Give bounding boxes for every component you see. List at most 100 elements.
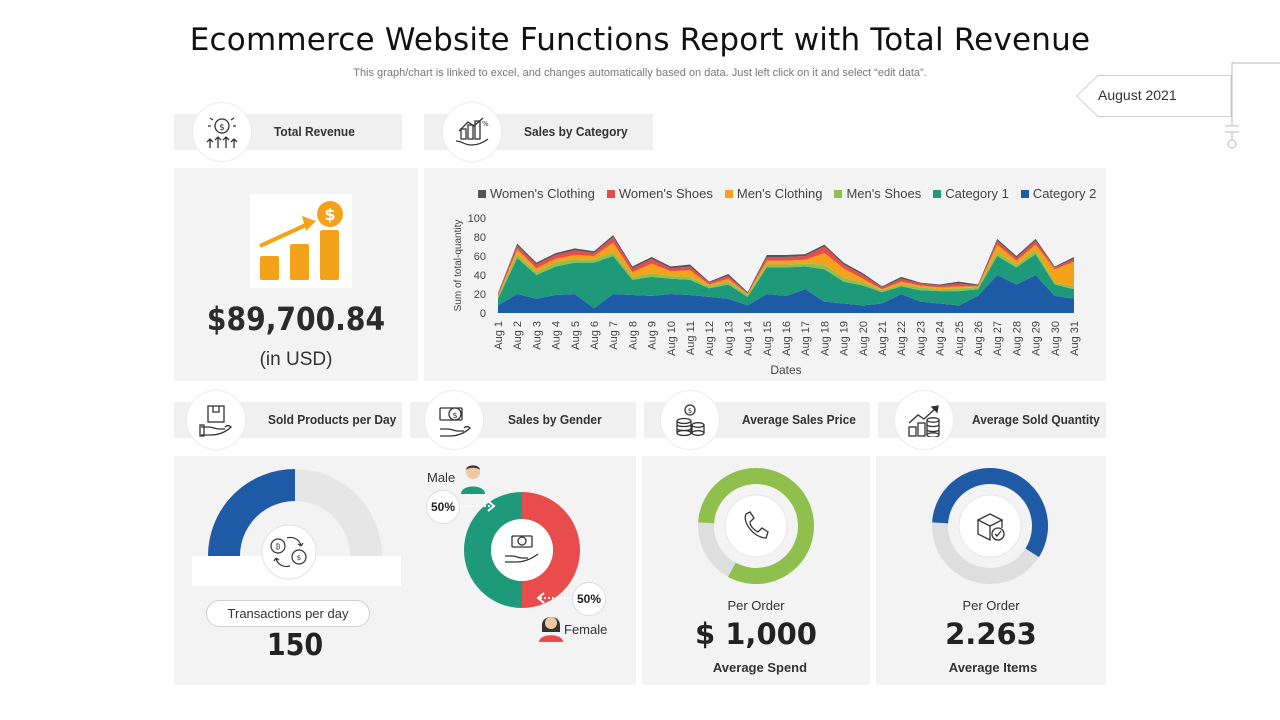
transactions-label: Transactions per day — [206, 600, 370, 627]
female-percent: 50% — [572, 582, 606, 616]
package-check-icon — [976, 513, 1005, 542]
average-items-ring — [932, 468, 1048, 584]
crypto-exchange-icon: ₿ $ — [270, 536, 307, 568]
x-tick-label: Aug 3 — [531, 321, 543, 350]
box-hand-icon — [186, 390, 246, 450]
legend-swatch — [834, 189, 843, 198]
x-tick-label: Aug 29 — [1031, 321, 1043, 356]
male-avatar-icon — [461, 465, 485, 494]
svg-text:%: % — [482, 120, 489, 128]
spend-ring-fill — [698, 468, 814, 584]
sales-by-category-chart: 0 20 40 60 80 100 Sum of total-quantity Aug 1 Au… — [453, 213, 1081, 377]
male-percent: 50% — [426, 490, 460, 524]
legend-swatch — [933, 189, 942, 198]
revenue-growth-icon: $ — [192, 102, 252, 162]
decorative-connector — [1225, 62, 1280, 149]
total-revenue-unit: (in USD) — [259, 349, 333, 370]
y-tick-label: 20 — [474, 289, 486, 301]
male-label: Male — [427, 470, 456, 485]
x-tick-label: Aug 7 — [608, 321, 620, 350]
total-revenue-card: $ — [174, 168, 418, 381]
legend-label: Men's Shoes — [846, 186, 922, 201]
header-sold-products-label: Sold Products per Day — [268, 412, 397, 427]
legend-item-women-s-clothing: Women's Clothing — [478, 186, 595, 201]
x-tick-label: Aug 25 — [954, 321, 966, 356]
header-sales-by-category: % Sales by Category — [424, 102, 653, 162]
x-tick-label: Aug 28 — [1011, 321, 1023, 356]
growth-coins-icon — [894, 390, 954, 450]
chart-legend: Women's Clothing Women's Shoes Men's Cloth… — [478, 186, 1096, 201]
transactions-gauge: ₿ $ — [192, 469, 401, 586]
y-tick-label: 100 — [468, 213, 486, 225]
legend-swatch — [1020, 189, 1029, 198]
header-sales-by-category-label: Sales by Category — [524, 124, 628, 139]
page-title: Ecommerce Website Functions Report with … — [189, 22, 1091, 58]
legend-label: Men's Clothing — [736, 186, 823, 201]
legend-label: Women's Clothing — [490, 186, 595, 201]
x-tick-label: Aug 18 — [819, 321, 831, 356]
svg-text:$: $ — [324, 205, 335, 224]
y-tick-label: 60 — [474, 251, 486, 263]
money-hand-icon: $ — [424, 390, 484, 450]
header-average-sales-price-label: Average Sales Price — [742, 412, 856, 427]
y-axis-label: Sum of total-quantity — [453, 220, 464, 312]
avg-price-per-order: Per Order — [727, 598, 785, 613]
svg-text:$: $ — [219, 123, 225, 133]
x-tick-label: Aug 4 — [551, 321, 563, 350]
legend-item-women-s-shoes: Women's Shoes — [606, 186, 713, 201]
legend-label: Women's Shoes — [618, 186, 713, 201]
sales-chart-hand-icon: % — [442, 102, 502, 162]
items-ring-fill — [932, 468, 1048, 558]
svg-text:$: $ — [688, 407, 692, 415]
x-tick-label: Aug 31 — [1069, 321, 1081, 356]
male-connector-icon — [460, 500, 496, 512]
legend-item-category-2: Category 2 — [1020, 186, 1096, 201]
x-tick-label: Aug 10 — [666, 321, 678, 356]
coin-stack-icon: $ — [660, 390, 720, 450]
header-total-revenue-label: Total Revenue — [274, 124, 355, 139]
x-tick-label: Aug 16 — [781, 321, 793, 356]
x-tick-label: Aug 5 — [570, 321, 582, 350]
x-tick-label: Aug 12 — [704, 321, 716, 356]
donut-center — [491, 519, 553, 581]
female-connector-icon — [536, 592, 572, 604]
avg-price-value: $ 1,000 — [694, 617, 817, 651]
female-label: Female — [564, 622, 608, 637]
y-tick-label: 40 — [474, 270, 486, 282]
legend-label: Category 1 — [945, 186, 1009, 201]
x-tick-label: Aug 8 — [627, 321, 639, 350]
gender-donut-chart — [460, 492, 580, 608]
svg-text:₿: ₿ — [276, 543, 281, 551]
svg-text:$: $ — [297, 554, 301, 562]
date-tag: August 2021 — [1076, 75, 1232, 117]
x-tick-label: Aug 6 — [589, 321, 601, 350]
x-tick-label: Aug 11 — [685, 321, 697, 355]
page-subtitle: This graph/chart is linked to excel, and… — [353, 67, 927, 79]
date-tag-shape — [1076, 75, 1232, 117]
money-hand-icon — [505, 535, 539, 563]
x-tick-label: Aug 17 — [800, 321, 812, 356]
header-sold-products: Sold Products per Day — [174, 390, 402, 450]
x-tick-label: Aug 13 — [723, 321, 735, 356]
transactions-value: 150 — [266, 628, 324, 663]
legend-swatch — [478, 189, 486, 198]
date-tag-label: August 2021 — [1098, 87, 1177, 103]
legend-swatch — [724, 189, 733, 198]
x-tick-label: Aug 30 — [1050, 321, 1062, 356]
x-tick-label: Aug 2 — [512, 321, 524, 350]
area-series-category-1 — [498, 254, 1074, 309]
legend-item-men-s-shoes: Men's Shoes — [834, 186, 921, 201]
spend-ring-center — [724, 494, 788, 558]
header-total-revenue: $ Total Revenue — [174, 102, 402, 162]
x-tick-label: Aug 15 — [762, 321, 774, 356]
x-tick-label: Aug 21 — [877, 321, 889, 356]
female-avatar-icon — [539, 617, 563, 642]
avg-price-label: Average Spend — [712, 660, 808, 675]
phone-icon — [744, 511, 769, 539]
legend-item-men-s-clothing: Men's Clothing — [724, 186, 823, 201]
x-axis-label: Dates — [770, 363, 801, 377]
x-tick-label: Aug 1 — [493, 321, 505, 350]
y-tick-label: 80 — [474, 232, 486, 244]
gauge-fill — [208, 469, 296, 557]
x-tick-label: Aug 9 — [647, 321, 659, 350]
